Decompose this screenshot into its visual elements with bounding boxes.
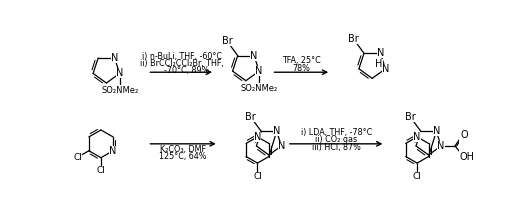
Text: Cl: Cl: [412, 172, 421, 181]
Text: Cl: Cl: [73, 153, 82, 162]
Text: N: N: [381, 64, 388, 74]
Text: N: N: [250, 51, 257, 61]
Text: N: N: [116, 68, 123, 78]
Text: H: H: [375, 59, 382, 69]
Text: Br: Br: [348, 34, 358, 44]
Text: N: N: [253, 132, 261, 142]
Text: Br: Br: [245, 112, 256, 122]
Text: 125°C, 64%: 125°C, 64%: [159, 152, 207, 161]
Text: N: N: [376, 48, 383, 58]
Text: Cl: Cl: [252, 172, 262, 181]
Text: N: N: [437, 141, 444, 151]
Text: N: N: [255, 66, 262, 76]
Text: SO₂NMe₂: SO₂NMe₂: [240, 84, 277, 93]
Text: Br: Br: [404, 112, 415, 122]
Text: -70°C, 89%: -70°C, 89%: [154, 66, 209, 75]
Text: ii) CO₂ gas: ii) CO₂ gas: [315, 135, 357, 144]
Text: N: N: [272, 126, 280, 136]
Text: N: N: [110, 53, 118, 63]
Text: i) LDA, THF, -78°C: i) LDA, THF, -78°C: [300, 128, 372, 137]
Text: ii) BrCCl₂CCl₂Br, THF,: ii) BrCCl₂CCl₂Br, THF,: [139, 59, 223, 68]
Text: K₂CO₃, DMF: K₂CO₃, DMF: [160, 145, 206, 154]
Text: TFA, 25°C: TFA, 25°C: [282, 56, 321, 65]
Text: iii) HCl, 87%: iii) HCl, 87%: [312, 143, 360, 152]
Text: N: N: [432, 126, 439, 136]
Text: O: O: [460, 130, 467, 140]
Text: 78%: 78%: [292, 64, 310, 73]
Text: N: N: [109, 146, 117, 156]
Text: Cl: Cl: [96, 166, 105, 175]
Text: SO₂NMe₂: SO₂NMe₂: [101, 86, 138, 95]
Text: OH: OH: [458, 152, 473, 162]
Text: N: N: [413, 132, 420, 142]
Text: i) n-BuLi, THF, -60°C: i) n-BuLi, THF, -60°C: [142, 52, 221, 61]
Text: N: N: [277, 141, 285, 151]
Text: Br: Br: [221, 36, 232, 46]
